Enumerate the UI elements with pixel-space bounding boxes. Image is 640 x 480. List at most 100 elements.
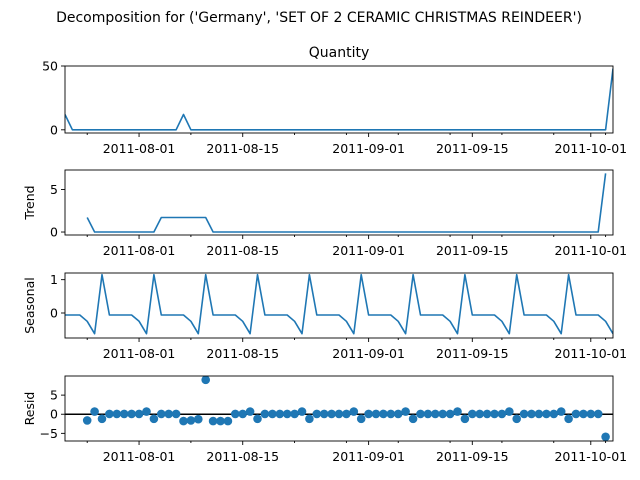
resid-point	[134, 409, 144, 419]
resid-plot-area	[65, 376, 613, 441]
seasonal-panel: Seasonal 1 0 2011-08-01 2011-08-15 2011-09-01…	[22, 272, 627, 361]
resid-point	[542, 409, 551, 419]
resid-point	[416, 409, 425, 419]
resid-point	[468, 409, 477, 419]
resid-point	[253, 414, 262, 424]
quantity-xtick-label: 2011-09-15	[436, 141, 509, 156]
resid-point	[238, 409, 247, 419]
resid-point	[549, 409, 559, 419]
trend-plot-area	[86, 173, 607, 233]
resid-point	[349, 407, 359, 416]
seasonal-ylabel: Seasonal	[22, 277, 37, 334]
quantity-axes-frame	[64, 65, 614, 134]
resid-point	[364, 409, 373, 419]
resid-point	[305, 414, 314, 424]
resid-point	[564, 414, 573, 424]
seasonal-xtick-label: 2011-08-15	[206, 346, 279, 361]
resid-point	[223, 416, 233, 426]
resid-point	[482, 409, 492, 419]
resid-point	[208, 416, 218, 426]
resid-point	[90, 407, 99, 416]
resid-point	[157, 409, 166, 419]
trend-series-line	[86, 173, 607, 233]
resid-ytick-label: −5	[40, 426, 58, 441]
resid-point	[334, 409, 344, 419]
seasonal-xtick-label: 2011-09-01	[332, 346, 405, 361]
resid-xtick-label: 2011-09-15	[436, 449, 509, 464]
resid-point	[119, 409, 129, 419]
resid-point	[579, 409, 588, 419]
resid-point	[164, 409, 173, 419]
quantity-ytick-label: 50	[42, 59, 58, 74]
seasonal-ytick-label: 1	[50, 272, 58, 287]
trend-ytick-label: 5	[50, 182, 58, 197]
resid-point	[231, 409, 240, 419]
resid-point	[401, 407, 410, 416]
resid-point	[445, 409, 455, 419]
resid-point	[282, 409, 292, 419]
trend-panel: Trend 0 5 2011-08-01 2011-08-15 2011-09-01 201…	[22, 169, 627, 258]
resid-point	[97, 414, 107, 424]
trend-xtick-label: 2011-09-01	[332, 243, 405, 258]
resid-point	[356, 414, 366, 424]
seasonal-ytick-label: 0	[50, 306, 58, 321]
resid-point	[312, 409, 322, 419]
trend-xtick-label: 2011-08-01	[103, 243, 176, 258]
seasonal-xtick-label: 2011-10-01	[554, 346, 627, 361]
resid-point	[393, 409, 403, 419]
resid-point	[379, 409, 388, 419]
resid-point	[431, 409, 440, 419]
resid-point	[342, 409, 351, 419]
resid-point	[319, 409, 329, 419]
resid-point	[179, 416, 188, 426]
quantity-title: Quantity	[309, 45, 370, 61]
trend-axes-frame	[64, 169, 614, 236]
resid-point	[194, 414, 203, 424]
resid-point	[245, 407, 255, 416]
resid-xtick-label: 2011-08-01	[103, 449, 176, 464]
quantity-xtick-label: 2011-10-01	[554, 141, 627, 156]
resid-point	[460, 414, 470, 424]
seasonal-series-line	[65, 273, 613, 335]
resid-point	[142, 407, 151, 416]
resid-xtick-label: 2011-10-01	[554, 449, 627, 464]
quantity-xtick-label: 2011-09-01	[332, 141, 405, 156]
quantity-xtick-label: 2011-08-01	[103, 141, 176, 156]
resid-point	[268, 409, 277, 419]
seasonal-xtick-label: 2011-09-15	[436, 346, 509, 361]
resid-point	[423, 409, 433, 419]
resid-ytick-label: 0	[50, 407, 58, 422]
seasonal-plot-area	[65, 273, 613, 335]
resid-point	[408, 414, 418, 424]
resid-point	[127, 409, 136, 419]
resid-axes-frame	[64, 375, 614, 442]
figure-suptitle: Decomposition for ('Germany', 'SET OF 2 …	[56, 10, 582, 26]
resid-point	[260, 409, 270, 419]
resid-xtick-label: 2011-09-01	[332, 449, 405, 464]
quantity-plot-area	[65, 68, 613, 131]
resid-point	[490, 409, 499, 419]
trend-xtick-label: 2011-10-01	[554, 243, 627, 258]
resid-point	[497, 409, 507, 419]
resid-point	[475, 409, 485, 419]
resid-point	[386, 409, 396, 419]
seasonal-xtick-label: 2011-08-01	[103, 346, 176, 361]
resid-xtick-label: 2011-08-15	[206, 449, 279, 464]
resid-point	[275, 409, 285, 419]
resid-point	[601, 432, 610, 441]
trend-ytick-label: 0	[50, 225, 58, 240]
resid-point	[505, 407, 514, 416]
resid-point	[556, 407, 566, 416]
resid-ylabel: Resid	[22, 392, 37, 426]
quantity-xtick-label: 2011-08-15	[206, 141, 279, 156]
trend-ylabel: Trend	[22, 185, 37, 220]
resid-point	[201, 376, 210, 385]
resid-point	[297, 407, 307, 416]
quantity-panel: Quantity 0 50 2011-08-01 2011-08-15 2011-09-0…	[42, 45, 627, 156]
resid-point	[105, 409, 114, 419]
resid-point	[586, 409, 596, 419]
resid-point	[512, 414, 521, 424]
resid-point	[149, 414, 159, 424]
trend-xtick-label: 2011-09-15	[436, 243, 509, 258]
